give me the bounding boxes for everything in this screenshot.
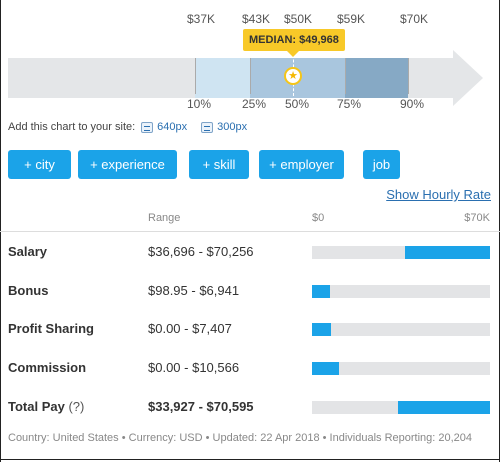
percentile-label-10: 10% <box>186 97 212 111</box>
row-range: $98.95 - $6,941 <box>148 283 240 298</box>
row-name: Commission <box>8 360 87 375</box>
range-bar <box>312 401 490 414</box>
table-row: Bonus $98.95 - $6,941 <box>0 283 500 321</box>
value-label-p50: $50K <box>283 12 313 26</box>
row-name: Profit Sharing <box>8 321 94 336</box>
embed-icon <box>141 121 154 133</box>
row-name: Bonus <box>8 283 49 298</box>
table-row-total-pay: Total Pay (?) $33,927 - $70,595 <box>0 399 500 437</box>
job-button[interactable]: job <box>363 150 400 179</box>
star-icon: ★ <box>288 69 298 82</box>
value-label-p75: $59K <box>336 12 366 26</box>
percentile-label-75: 75% <box>336 97 362 111</box>
value-label-p10: $37K <box>186 12 216 26</box>
add-city-button[interactable]: + city <box>8 150 71 179</box>
median-marker[interactable]: ★ <box>284 67 302 85</box>
bottom-border <box>0 459 500 460</box>
range-bar-fill <box>312 323 331 336</box>
percentile-label-90: 90% <box>399 97 425 111</box>
axis-min-label: $0 <box>312 212 325 224</box>
range-bar <box>312 246 490 259</box>
embed-icon <box>201 121 214 133</box>
tick-p10 <box>195 58 196 94</box>
range-bar-fill <box>312 362 339 375</box>
range-bar <box>312 362 490 375</box>
range-bar <box>312 323 490 336</box>
range-bar-fill <box>312 285 330 298</box>
embed-640-link[interactable]: 640px <box>157 121 188 133</box>
range-10-25 <box>195 58 250 98</box>
row-range: $33,927 - $70,595 <box>148 399 254 414</box>
embed-300-link[interactable]: 300px <box>217 121 248 133</box>
tick-p90 <box>408 58 409 94</box>
median-tag: MEDIAN: $49,968 <box>243 29 345 57</box>
embed-label: Add this chart to your site: <box>8 121 136 133</box>
range-bar <box>312 285 490 298</box>
add-employer-button[interactable]: + employer <box>259 150 344 179</box>
percentile-label-25: 25% <box>241 97 267 111</box>
tick-p25 <box>250 58 251 94</box>
percentile-chart: $37K $43K $50K $59K $70K MEDIAN: $49,968… <box>0 0 500 120</box>
row-range: $0.00 - $10,566 <box>148 360 240 375</box>
help-icon[interactable]: (?) <box>68 399 85 414</box>
axis-max-label: $70K <box>464 212 490 224</box>
table-row: Commission $0.00 - $10,566 <box>0 360 500 398</box>
range-75-90 <box>345 58 408 98</box>
footer-meta: Country: United States • Currency: USD •… <box>8 432 473 444</box>
row-range: $0.00 - $7,407 <box>148 321 232 336</box>
row-name: Total Pay (?) <box>8 399 85 414</box>
row-range: $36,696 - $70,256 <box>148 244 254 259</box>
value-label-p90: $70K <box>399 12 429 26</box>
row-name: Salary <box>8 244 48 259</box>
add-experience-button[interactable]: + experience <box>78 150 177 179</box>
table-row: Profit Sharing $0.00 - $7,407 <box>0 321 500 359</box>
percentile-label-50: 50% <box>284 97 310 111</box>
show-hourly-rate-link[interactable]: Show Hourly Rate <box>386 187 491 202</box>
table-header: Range $0 $70K <box>0 210 500 232</box>
range-bar-fill <box>404 246 490 259</box>
percentile-arrow-head <box>453 50 483 106</box>
value-label-p25: $43K <box>241 12 271 26</box>
embed-row: Add this chart to your site: 640px 300px <box>8 121 247 133</box>
table-row: Salary $36,696 - $70,256 <box>0 244 500 282</box>
add-skill-button[interactable]: + skill <box>189 150 249 179</box>
range-header: Range <box>148 212 181 224</box>
tick-p75 <box>345 58 346 94</box>
range-bar-fill <box>398 401 490 414</box>
